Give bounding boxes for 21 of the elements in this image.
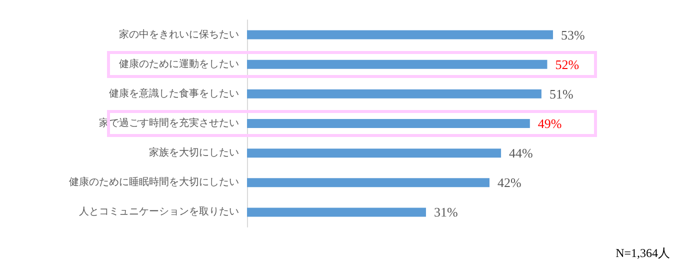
data-label: 52% (555, 56, 580, 72)
text: N=1,364人 (616, 246, 670, 260)
bar (247, 148, 502, 158)
y-tick-label: 家の中をきれいに保ちたい (119, 28, 239, 40)
data-label: 49% (538, 116, 562, 131)
bar (247, 178, 490, 188)
bar (247, 119, 530, 128)
y-tick-label: 家族を大切にしたい (149, 146, 239, 159)
y-tick-label: 人とコミュニケーションを取りたい (79, 206, 239, 218)
data-label: 44% (509, 146, 534, 161)
bar (247, 30, 553, 40)
data-label: 53% (561, 27, 585, 42)
y-tick-label: 健康のために運動をしたい (119, 58, 239, 70)
data-label: 42% (497, 175, 522, 190)
y-tick-label: 健康のために睡眠時間を大切にしたい (69, 176, 239, 188)
data-label: 51% (549, 86, 574, 102)
bar (247, 60, 548, 69)
y-tick-label: 健康を意識した食事をしたい (109, 87, 239, 100)
bar (247, 89, 542, 98)
data-label: 31% (434, 204, 458, 220)
bar (247, 208, 426, 217)
